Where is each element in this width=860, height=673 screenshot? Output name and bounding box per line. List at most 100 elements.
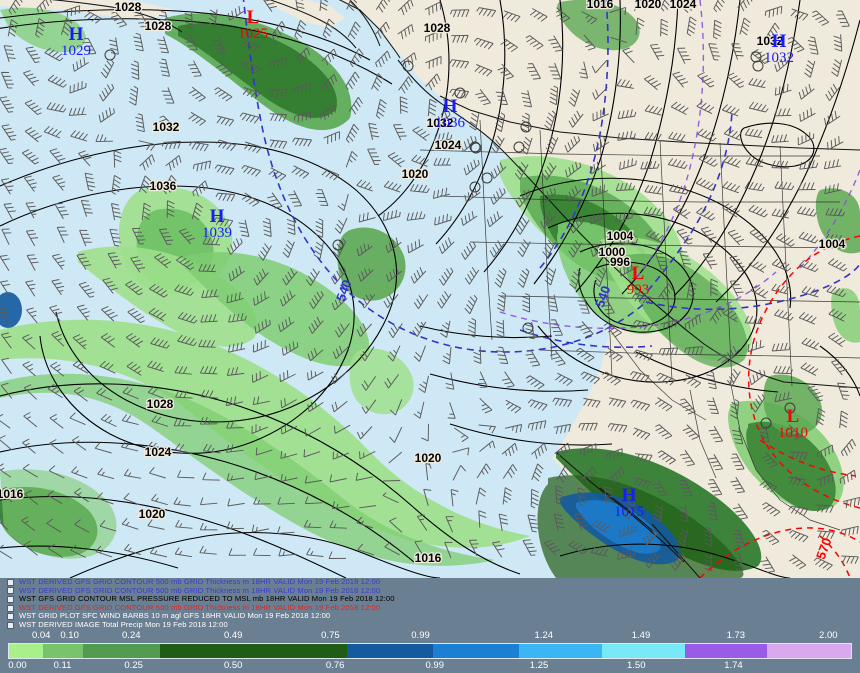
wind-barb	[361, 376, 376, 391]
wind-barb	[824, 233, 843, 243]
legend-row[interactable]: WST GFS GRID CONTOUR MSL PRESSURE REDUCE…	[0, 594, 860, 604]
wind-barb	[807, 385, 824, 402]
wind-barb	[393, 124, 407, 141]
pressure-value: 1029	[61, 43, 91, 59]
wind-barb	[427, 98, 437, 117]
wind-barb	[111, 174, 122, 195]
wind-barb	[111, 203, 122, 221]
wind-barb	[198, 263, 216, 273]
colorbar-tick-label: 1.50	[627, 660, 646, 671]
legend-row[interactable]: WST DERIVED GFS GRID CONTOUR 500 mb GRID…	[0, 577, 860, 587]
wind-barb	[252, 396, 270, 406]
wind-barb	[437, 291, 452, 309]
legend-row[interactable]: WST GRID PLOT SFC WIND BARBS 10 m agl GF…	[0, 612, 860, 621]
wind-barb	[46, 518, 62, 533]
wind-barb	[645, 551, 661, 569]
isobar-label: 1020	[635, 0, 662, 11]
wind-barb	[469, 113, 480, 131]
wind-barb	[36, 0, 52, 13]
wind-barb	[548, 62, 562, 80]
wind-barb	[161, 87, 175, 104]
wind-barb	[433, 157, 451, 166]
wind-barb	[173, 418, 192, 427]
wind-barb	[589, 210, 607, 225]
wind-barb	[486, 211, 504, 228]
wind-barb	[389, 517, 403, 533]
wind-barb	[125, 332, 144, 348]
wind-barb	[498, 513, 509, 531]
wind-barb	[95, 545, 113, 558]
wind-barb	[824, 110, 841, 126]
wind-barb	[69, 81, 87, 94]
wind-barb	[3, 203, 16, 220]
wind-barb	[202, 443, 221, 454]
wind-barb	[73, 386, 88, 402]
wind-barb	[413, 401, 425, 419]
colorbar-tick-label: 0.00	[8, 660, 27, 671]
wind-barb	[22, 438, 36, 454]
wind-barb	[321, 48, 338, 66]
wind-barb	[322, 18, 335, 39]
wind-barb	[529, 8, 548, 22]
wind-barb	[389, 399, 403, 416]
wind-barb	[303, 449, 321, 458]
layer-checkbox[interactable]	[7, 595, 14, 603]
wind-barb	[49, 148, 66, 165]
wind-barb	[135, 113, 145, 133]
wind-barb	[76, 253, 92, 270]
wind-barb	[26, 254, 39, 271]
weather-map-canvas[interactable]: 1028 1028 1028 1016 1020 1024 1032 1032 1036 1032…	[0, 0, 860, 578]
wind-barb	[376, 99, 387, 119]
isobar-label: 1028	[115, 0, 142, 14]
wind-barb	[279, 290, 296, 307]
wind-barb	[72, 57, 89, 72]
pressure-symbol: H	[622, 485, 637, 506]
wind-barb	[568, 89, 581, 107]
wind-barb	[409, 183, 430, 193]
legend-row[interactable]: WST DERIVED GFS GRID CONTOUR 500 mb GRID…	[0, 586, 860, 596]
wind-barb	[798, 182, 816, 191]
wind-barb	[241, 192, 260, 207]
wind-barb	[555, 7, 571, 23]
wind-barb	[623, 501, 636, 520]
wind-barb	[200, 314, 218, 323]
layer-checkbox[interactable]	[7, 604, 14, 612]
wind-barb	[581, 11, 598, 25]
wind-barb	[744, 181, 765, 192]
layer-checkbox[interactable]	[7, 621, 14, 629]
wind-barb	[177, 311, 198, 324]
isobar-label: 1016	[587, 0, 614, 11]
layer-checkbox[interactable]	[7, 613, 14, 621]
layer-checkbox[interactable]	[7, 587, 14, 595]
wind-barb	[825, 207, 846, 217]
wind-barb	[23, 384, 38, 400]
wind-barb	[731, 43, 744, 60]
wind-barb	[200, 497, 218, 506]
layer-checkbox[interactable]	[7, 578, 14, 586]
wind-barb	[321, 74, 338, 91]
wind-barb	[577, 297, 590, 314]
wind-barb	[632, 427, 651, 440]
wind-barb	[199, 365, 218, 375]
wind-barb	[345, 123, 360, 144]
wind-barb	[400, 52, 417, 68]
wind-barb	[262, 217, 272, 237]
wind-barb	[413, 294, 429, 309]
wind-barb	[550, 349, 566, 366]
legend-row[interactable]: WST DERIVED GFS GRID CONTOUR 500 mb GRID…	[0, 603, 860, 613]
wind-barb	[660, 0, 672, 12]
wind-barb	[684, 0, 695, 13]
wind-barb	[500, 37, 518, 52]
wind-barb	[553, 423, 571, 435]
colorbar-segment	[346, 644, 433, 658]
wind-barb	[24, 490, 39, 506]
legend-row[interactable]: WST DERIVED IMAGE Total Precip Mon 19 Fe…	[0, 620, 860, 630]
wind-barb	[253, 291, 270, 306]
wind-barb	[177, 334, 197, 347]
wind-barb	[713, 0, 725, 13]
wind-barb	[21, 516, 36, 532]
wind-barb	[280, 473, 298, 482]
wind-barb	[330, 266, 347, 285]
